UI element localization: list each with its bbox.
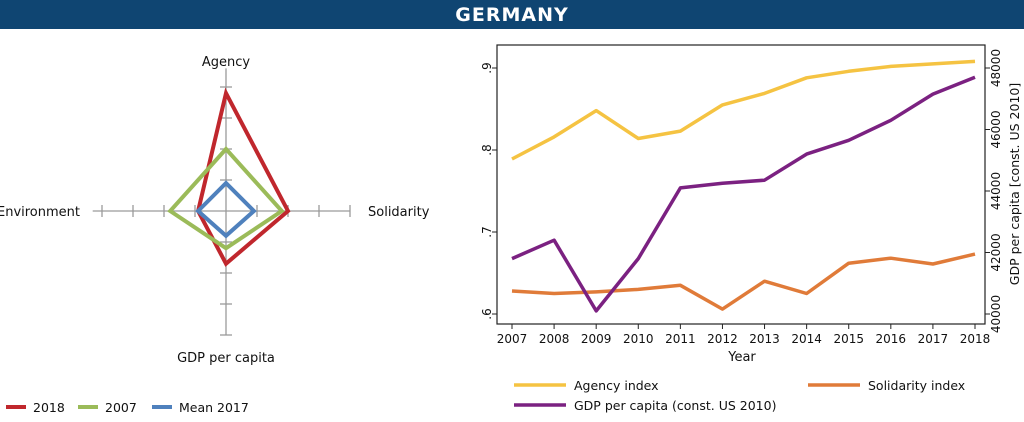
y2-tick-label: 48000 <box>989 49 1003 87</box>
line-legend-label-agency-index: Agency index <box>574 378 659 393</box>
x-tick-label: 2015 <box>833 332 864 346</box>
line-series-solidarity-index <box>511 252 976 311</box>
radar-axis-label-solidarity: Solidarity <box>368 205 430 220</box>
x-tick-label: 2008 <box>539 332 570 346</box>
line-series-agency-index <box>511 59 976 161</box>
x-tick-label: 2013 <box>749 332 780 346</box>
line-series-gdp-per-capita-const-us-2010 <box>511 75 976 313</box>
y2-axis-label: GDP per capita [const. US 2010] <box>1007 83 1022 285</box>
radar-chart: Agency Solidarity GDP per capita Environmen… <box>0 55 430 415</box>
radar-axis-label-gdp-per-capita: GDP per capita <box>177 351 275 366</box>
x-tick-label: 2014 <box>791 332 822 346</box>
y2-tick-label: 42000 <box>989 233 1003 271</box>
x-tick-label: 2009 <box>581 332 612 346</box>
x-tick-label: 2016 <box>876 332 907 346</box>
radar-axis-label-agency: Agency <box>202 55 251 70</box>
x-tick-label: 2007 <box>497 332 528 346</box>
line-legend-label-solidarity-index: Solidarity index <box>868 378 965 393</box>
radar-legend-label-2018: 2018 <box>33 400 65 415</box>
y2-tick-label: 40000 <box>989 295 1003 333</box>
y2-tick-label: 46000 <box>989 110 1003 148</box>
radar-legend-label-2007: 2007 <box>105 400 137 415</box>
line-legend-label-gdp-per-capita-const-us-2010: GDP per capita (const. US 2010) <box>574 398 776 413</box>
y-tick-label: .9 <box>480 62 494 73</box>
x-axis-label: Year <box>727 350 756 365</box>
y-tick-label: .8 <box>480 144 494 155</box>
radar-series-mean-2017 <box>195 180 257 239</box>
x-tick-label: 2017 <box>918 332 949 346</box>
x-tick-label: 2012 <box>707 332 738 346</box>
title-banner: GERMANY <box>0 0 1024 29</box>
radar-legend-label-mean-2017: Mean 2017 <box>179 400 249 415</box>
page-title: GERMANY <box>455 3 569 26</box>
x-tick-label: 2011 <box>665 332 696 346</box>
y-tick-label: .6 <box>480 308 494 319</box>
y-tick-label: .7 <box>480 226 494 237</box>
radar-axis-label-environment: Environment <box>0 205 80 220</box>
radar-series-2007 <box>167 146 285 251</box>
y2-tick-label: 44000 <box>989 172 1003 210</box>
x-tick-label: 2010 <box>623 332 654 346</box>
x-tick-label: 2018 <box>960 332 991 346</box>
plot-frame <box>496 44 986 325</box>
